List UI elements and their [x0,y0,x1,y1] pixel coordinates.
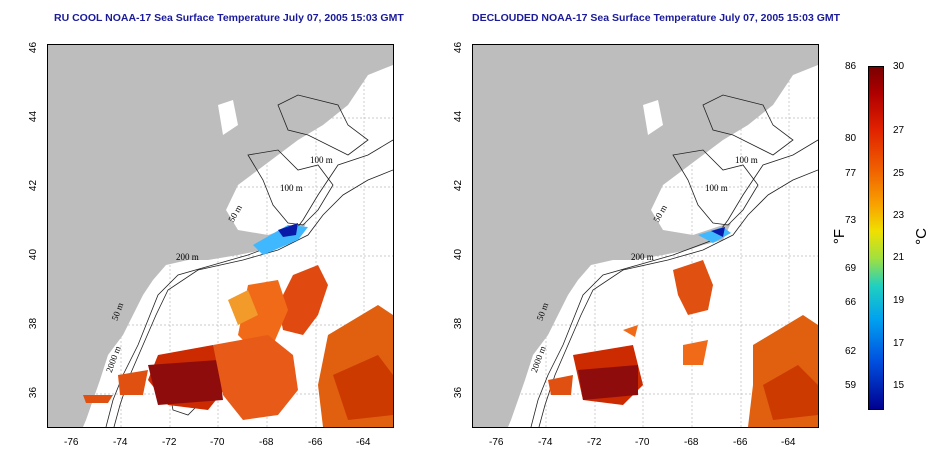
lon-tick: -66 [733,437,748,448]
contour-label: 100 m [705,183,728,193]
lat-tick: 44 [28,110,40,123]
sst-warm-patches [548,260,818,427]
c-tick: 21 [893,252,905,263]
fahrenheit-unit: °F [831,228,849,245]
lat-tick: 36 [453,386,465,399]
lat-tick: 42 [453,179,465,192]
lat-tick: 44 [453,110,465,123]
contour-label: 200 m [631,252,654,262]
f-tick: 69 [845,263,857,274]
contour-label: 100 m [735,155,758,165]
land-mass [48,45,393,427]
sst-cold-patch [253,223,308,255]
land-mass [473,45,818,427]
lat-tick: 42 [28,179,40,192]
contour-label: 200 m [176,252,199,262]
c-tick: 30 [893,61,905,72]
sst-map-declouded: 100 m 100 m 50 m 200 m 50 m 2000 m [472,44,819,428]
panel-title-declouded: DECLOUDED NOAA-17 Sea Surface Temperatur… [472,12,841,24]
celsius-unit: °C [912,228,930,245]
lon-tick: -64 [781,437,796,448]
lat-tick: 36 [28,386,40,399]
c-tick: 15 [893,380,905,391]
sst-warm-patches [83,265,393,427]
lon-tick: -74 [538,437,553,448]
lon-tick: -68 [684,437,699,448]
c-tick: 17 [893,338,905,349]
lat-tick: 38 [28,317,40,330]
lon-tick: -68 [259,437,274,448]
f-tick: 80 [845,133,857,144]
lon-tick: -64 [356,437,371,448]
c-tick: 27 [893,125,905,136]
f-tick: 73 [845,215,857,226]
lon-tick: -72 [587,437,602,448]
f-tick: 62 [845,346,857,357]
f-tick: 59 [845,380,857,391]
lon-tick: -72 [162,437,177,448]
lon-tick: -70 [210,437,225,448]
panel-title-raw: RU COOL NOAA-17 Sea Surface Temperature … [54,12,404,24]
contour-label: 100 m [280,183,303,193]
lon-tick: -76 [489,437,504,448]
contour-label: 50 m [226,203,244,224]
f-tick: 66 [845,297,857,308]
f-tick: 86 [845,61,857,72]
c-tick: 19 [893,295,905,306]
lon-tick: -74 [113,437,128,448]
contour-label: 100 m [310,155,333,165]
lat-tick: 46 [453,41,465,54]
contour-label: 50 m [651,203,669,224]
lat-tick: 46 [28,41,40,54]
lon-tick: -76 [64,437,79,448]
sst-map-raw: 100 m 100 m 50 m 200 m 50 m 2000 m [47,44,394,428]
lon-tick: -70 [635,437,650,448]
sst-cold-patch [698,227,731,243]
temperature-colorbar [868,66,884,410]
c-tick: 25 [893,168,905,179]
lat-tick: 40 [453,248,465,261]
c-tick: 23 [893,210,905,221]
lon-tick: -66 [308,437,323,448]
f-tick: 77 [845,168,857,179]
lat-tick: 38 [453,317,465,330]
lat-tick: 40 [28,248,40,261]
